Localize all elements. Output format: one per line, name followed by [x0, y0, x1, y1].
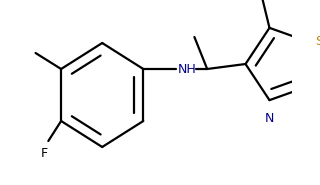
Text: S: S — [316, 35, 320, 48]
Text: F: F — [41, 147, 48, 160]
Text: N: N — [265, 112, 274, 125]
Text: NH: NH — [178, 63, 197, 75]
